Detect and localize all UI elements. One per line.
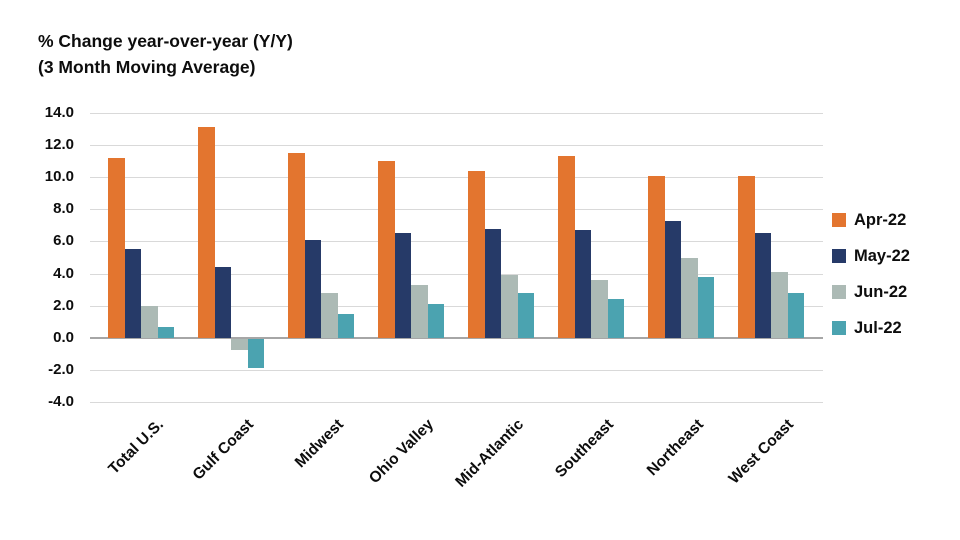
- y-tick-label: 4.0: [53, 264, 74, 282]
- bar-apr-22-ohio-valley: [378, 161, 395, 338]
- legend-label: May-22: [854, 246, 910, 265]
- y-tick-label: 14.0: [44, 104, 74, 121]
- bar-jul-22-northeast: [697, 276, 714, 338]
- gridline: [90, 145, 823, 147]
- gridline: [90, 177, 823, 179]
- bar-jul-22-gulf-coast: [247, 338, 264, 368]
- bar-apr-22-gulf-coast: [198, 127, 215, 338]
- bar-jul-22-ohio-valley: [427, 304, 444, 338]
- bar-jul-22-west-coast: [787, 292, 804, 338]
- bar-apr-22-west-coast: [738, 175, 755, 338]
- bar-jun-22-gulf-coast: [231, 338, 248, 350]
- gridline: [90, 402, 823, 403]
- bar-jun-22-northeast: [681, 257, 698, 338]
- y-tick-label: 0.0: [53, 328, 74, 346]
- bar-jun-22-ohio-valley: [411, 284, 428, 338]
- x-axis-line: [90, 336, 823, 339]
- bar-apr-22-northeast: [648, 175, 665, 338]
- bar-may-22-total-u-s-: [124, 249, 141, 338]
- bar-jul-22-total-u-s-: [157, 326, 174, 338]
- legend-item-apr-22: Apr-22: [832, 202, 910, 238]
- chart-title-line2: (3 Month Moving Average): [38, 57, 256, 78]
- gridline: [90, 113, 823, 114]
- legend-label: Jun-22: [854, 282, 908, 301]
- legend-swatch-icon: [832, 249, 846, 263]
- bar-may-22-mid-atlantic: [484, 228, 501, 338]
- bar-apr-22-southeast: [558, 156, 575, 338]
- bar-may-22-southeast: [574, 230, 591, 338]
- y-tick-label: 8.0: [53, 200, 74, 218]
- gridline: [90, 273, 823, 275]
- gridline: [90, 241, 823, 243]
- bar-jun-22-midwest: [321, 292, 338, 338]
- bar-may-22-ohio-valley: [394, 233, 411, 338]
- bar-jun-22-mid-atlantic: [501, 275, 518, 338]
- chart-title: % Change year-over-year (Y/Y) (3 Month Mo…: [38, 28, 293, 81]
- bar-jun-22-total-u-s-: [141, 305, 158, 338]
- bar-apr-22-mid-atlantic: [468, 170, 485, 338]
- bar-jul-22-southeast: [607, 299, 624, 338]
- y-tick-label: 6.0: [53, 232, 74, 250]
- gridline: [90, 209, 823, 211]
- bar-may-22-midwest: [304, 239, 321, 338]
- legend-swatch-icon: [832, 321, 846, 335]
- bar-apr-22-total-u-s-: [108, 157, 125, 338]
- y-tick-label: 10.0: [44, 168, 74, 186]
- gridline: [90, 305, 823, 307]
- legend-label: Apr-22: [854, 210, 907, 229]
- bar-apr-22-midwest: [288, 153, 305, 338]
- y-tick-label: 2.0: [53, 296, 74, 314]
- bar-may-22-west-coast: [754, 233, 771, 338]
- y-tick-label: -2.0: [48, 360, 74, 378]
- bar-jul-22-midwest: [337, 313, 354, 338]
- legend-swatch-icon: [832, 213, 846, 227]
- legend-item-jun-22: Jun-22: [832, 274, 910, 310]
- y-tick-label: 12.0: [44, 136, 74, 154]
- bar-may-22-northeast: [664, 220, 681, 338]
- bar-jun-22-west-coast: [771, 271, 788, 338]
- legend-swatch-icon: [832, 285, 846, 299]
- y-tick-label: -4.0: [48, 393, 74, 410]
- bar-may-22-gulf-coast: [214, 267, 231, 338]
- gridline: [90, 369, 823, 371]
- bar-jul-22-mid-atlantic: [517, 292, 534, 338]
- bar-jun-22-southeast: [591, 279, 608, 338]
- legend-item-may-22: May-22: [832, 238, 910, 274]
- legend: Apr-22 May-22 Jun-22 Jul-22: [832, 202, 910, 346]
- legend-label: Jul-22: [854, 318, 902, 337]
- legend-item-jul-22: Jul-22: [832, 310, 910, 346]
- chart-title-line1: % Change year-over-year (Y/Y): [38, 31, 293, 51]
